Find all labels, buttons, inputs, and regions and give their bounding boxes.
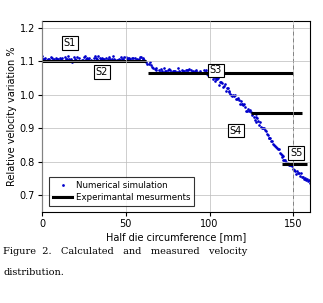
Text: Figure  2.   Calculated   and   measured   velocity: Figure 2. Calculated and measured veloci… <box>3 247 247 256</box>
Text: S2: S2 <box>96 67 108 77</box>
Text: S3: S3 <box>210 65 222 75</box>
Text: S1: S1 <box>64 38 76 48</box>
X-axis label: Half die circumference [mm]: Half die circumference [mm] <box>106 232 246 242</box>
Text: S5: S5 <box>290 148 302 158</box>
Text: distribution.: distribution. <box>3 268 64 277</box>
Text: S4: S4 <box>230 126 242 136</box>
Y-axis label: Relative velocity variation %: Relative velocity variation % <box>7 47 17 186</box>
Legend: Numerical simulation, Experimantal mesurments: Numerical simulation, Experimantal mesur… <box>49 177 194 206</box>
